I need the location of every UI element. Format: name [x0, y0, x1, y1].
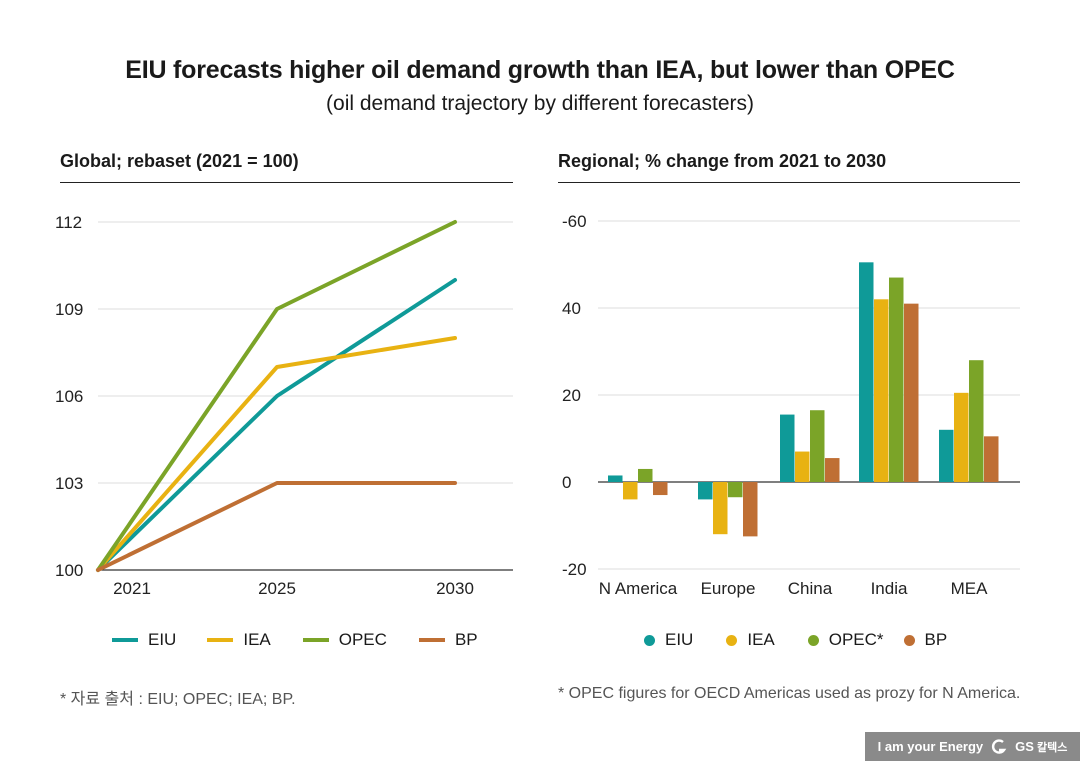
- bar-eiu-europe: [698, 482, 713, 500]
- bar-x-tick-label: N America: [599, 579, 678, 598]
- bar-chart: -60 40 20 0 -20 N America Europe China India MEA: [562, 212, 1020, 598]
- brand-logo-text: GS: [1015, 739, 1034, 754]
- line-x-tick-label: 2030: [436, 579, 474, 598]
- legend-label-opec-bar: OPEC*: [828, 630, 884, 649]
- bar-x-tick-label: China: [788, 579, 833, 598]
- legend-item-eiu-bar: EIU: [644, 630, 693, 650]
- legend-dot-iea: [726, 634, 738, 646]
- bar-eiu-mea: [939, 429, 954, 482]
- legend-item-bp-bar: BP: [903, 630, 948, 650]
- line-x-tick-label: 2025: [258, 579, 296, 598]
- bar-iea-mea: [954, 392, 969, 482]
- line-series-opec: [96, 220, 457, 572]
- line-legend: EIU IEA OPEC BP: [112, 630, 478, 650]
- bar-bp-europe: [743, 482, 758, 537]
- legend-swatch-opec: [302, 638, 329, 642]
- line-y-tick-label: 112: [55, 213, 82, 232]
- legend-label-bp-bar: BP: [924, 630, 948, 649]
- bar-y-tick-label: 20: [562, 386, 581, 405]
- brand-slogan: I am your Energy: [877, 739, 984, 754]
- bar-eiu-n-america: [608, 475, 623, 482]
- line-x-tick-label: 2021: [113, 579, 151, 598]
- line-series-iea: [96, 336, 457, 572]
- chart-subtitle: (oil demand trajectory by different fore…: [326, 92, 754, 115]
- bar-iea-india: [874, 299, 889, 482]
- source-note: * 자료 출처 : EIU; OPEC; IEA; BP.: [60, 691, 296, 708]
- legend-label-opec: OPEC: [338, 630, 387, 649]
- bar-opec-india: [889, 277, 904, 482]
- left-panel-title: Global; rebaset (2021 = 100): [60, 151, 299, 171]
- bar-bp-india: [904, 303, 919, 482]
- legend-label-eiu-bar: EIU: [665, 630, 694, 649]
- right-panel-rule: [558, 182, 1020, 183]
- bar-iea-n-america: [623, 482, 638, 500]
- legend-label-iea-bar: IEA: [747, 630, 775, 649]
- legend-swatch-iea: [207, 638, 234, 642]
- bar-y-tick-label: 40: [562, 299, 581, 318]
- bar-y-tick-label: -60: [562, 212, 587, 231]
- bar-bp-mea: [984, 436, 999, 482]
- legend-dot-opec: [807, 634, 819, 646]
- legend-label-iea: IEA: [243, 630, 271, 649]
- bar-eiu-india: [859, 262, 874, 482]
- legend-label-eiu: EIU: [148, 630, 177, 649]
- chart-title: EIU forecasts higher oil demand growth t…: [125, 56, 955, 84]
- right-panel-title: Regional; % change from 2021 to 2030: [558, 151, 887, 171]
- legend-item-iea-bar: IEA: [726, 630, 775, 650]
- bar-x-tick-label: Europe: [701, 579, 756, 598]
- bar-y-tick-label: -20: [562, 560, 587, 579]
- line-y-tick-label: 103: [55, 474, 83, 493]
- line-y-tick-label: 106: [55, 387, 83, 406]
- bar-opec-mea: [969, 360, 984, 482]
- bar-y-tick-label: 0: [562, 473, 571, 492]
- bar-opec-china: [810, 410, 825, 482]
- brand-company: 칼텍스: [1036, 741, 1068, 754]
- bar-opec-n-america: [638, 468, 653, 482]
- line-series-bp: [96, 481, 457, 572]
- legend-item-bp: BP: [418, 630, 478, 650]
- line-y-tick-label: 109: [55, 300, 83, 319]
- opec-note: * OPEC figures for OECD Americas used as…: [558, 685, 1021, 702]
- bar-legend: EIU IEA OPEC* BP: [644, 630, 947, 650]
- bar-bp-china: [825, 458, 840, 482]
- bar-bp-n-america: [653, 482, 668, 496]
- line-series-eiu: [96, 278, 457, 572]
- legend-item-opec: OPEC: [302, 630, 387, 650]
- bar-x-tick-label: MEA: [951, 579, 989, 598]
- legend-item-eiu: EIU: [112, 630, 176, 650]
- left-panel-rule: [60, 182, 513, 183]
- bar-eiu-china: [780, 414, 795, 482]
- legend-swatch-eiu: [112, 638, 138, 642]
- gs-logo-icon: [989, 738, 1009, 755]
- bar-iea-europe: [713, 482, 728, 535]
- brand-banner: I am your Energy GS 칼텍스: [865, 732, 1080, 761]
- bar-opec-europe: [728, 482, 743, 498]
- bar-iea-china: [795, 451, 810, 482]
- line-y-tick-label: 100: [55, 561, 83, 580]
- legend-swatch-bp: [418, 638, 445, 642]
- legend-item-opec-bar: OPEC*: [807, 630, 884, 650]
- legend-label-bp: BP: [454, 630, 478, 649]
- legend-item-iea: IEA: [207, 630, 271, 650]
- legend-dot-bp: [903, 634, 915, 646]
- line-chart: 100 103 106 109 112 2021 2025 2030: [55, 213, 513, 598]
- legend-dot-eiu: [644, 634, 655, 646]
- bar-x-tick-label: India: [871, 579, 908, 598]
